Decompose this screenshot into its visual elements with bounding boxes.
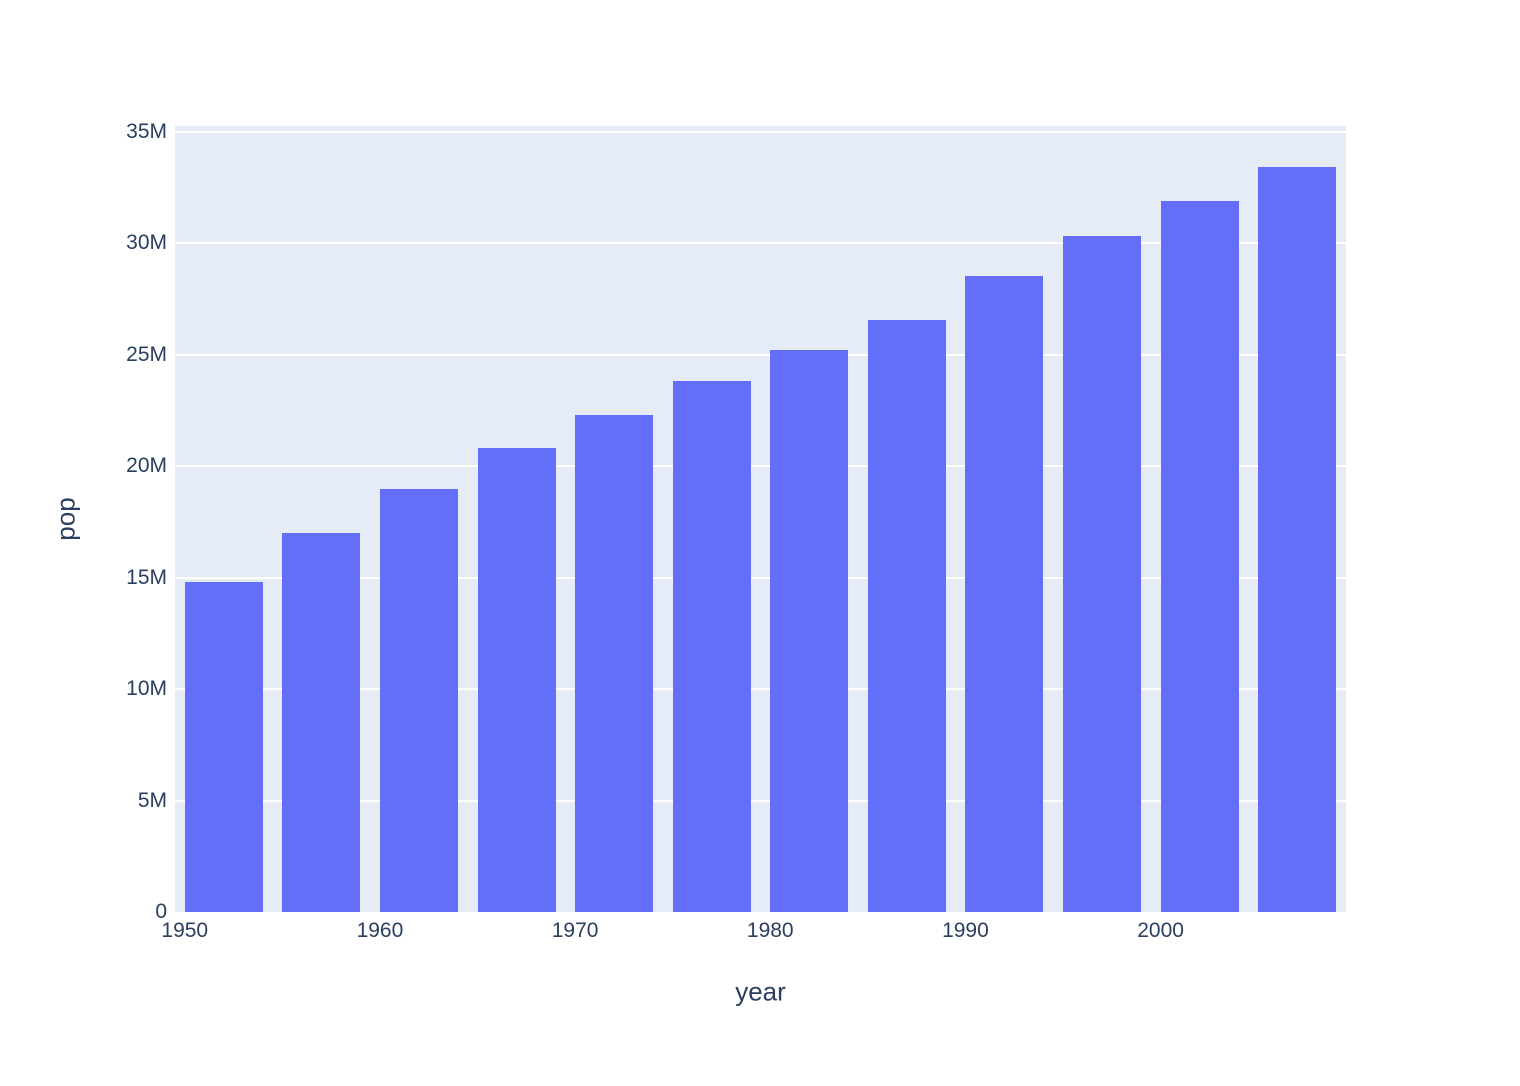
x-tick-label: 2000 (1137, 919, 1184, 942)
bar[interactable] (965, 276, 1044, 912)
y-tick-label: 25M (126, 342, 167, 366)
bar[interactable] (379, 488, 458, 912)
x-tick-label: 1990 (942, 919, 989, 942)
y-tick-label: 0 (155, 900, 167, 923)
bar[interactable] (1160, 200, 1239, 912)
gridline (175, 130, 1346, 133)
x-tick-label: 1980 (746, 919, 794, 942)
bar[interactable] (282, 532, 361, 912)
y-tick-label: 30M (126, 231, 167, 255)
bar[interactable] (1258, 167, 1337, 912)
bar[interactable] (1063, 236, 1142, 912)
bar[interactable] (575, 415, 654, 912)
x-tick-label: 1950 (161, 919, 209, 942)
bar[interactable] (477, 447, 556, 912)
gridline (175, 799, 1346, 802)
x-tick-label: 1970 (551, 919, 599, 942)
bar[interactable] (770, 350, 849, 912)
gridline (175, 688, 1346, 691)
y-axis-title: pop (50, 497, 81, 541)
y-tick-label: 15M (126, 565, 167, 589)
y-tick-label: 10M (126, 677, 167, 701)
gridline (175, 465, 1346, 468)
y-tick-label: 5M (137, 788, 167, 812)
gridline (175, 576, 1346, 579)
bar[interactable] (184, 582, 263, 912)
x-tick-label: 1960 (356, 919, 404, 942)
plot-area[interactable] (175, 126, 1346, 912)
y-tick-label: 35M (126, 119, 167, 143)
gridline (175, 353, 1346, 356)
bar[interactable] (672, 381, 751, 912)
gridline (175, 242, 1346, 245)
x-axis-title: year (735, 976, 786, 1007)
y-tick-label: 20M (126, 454, 167, 478)
bar[interactable] (867, 320, 946, 912)
